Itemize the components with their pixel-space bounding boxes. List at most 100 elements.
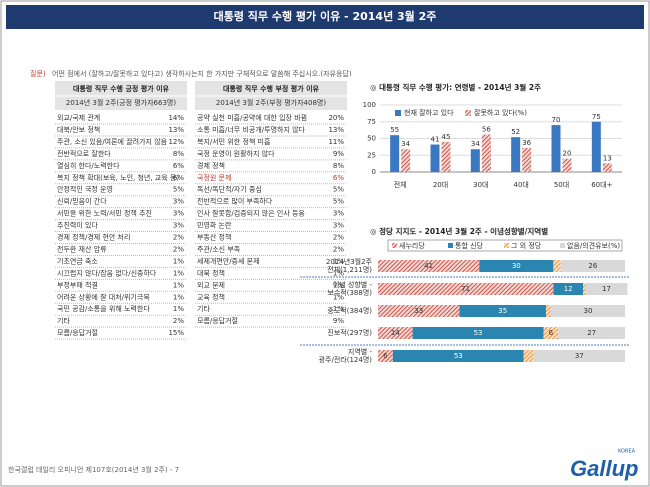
row-label: 국정원 문제: [197, 173, 231, 182]
logo: Gallup: [570, 456, 638, 481]
row-label: 주관, 소신 있음/여론에 끌려가지 않음: [57, 137, 168, 146]
row-label: 어려운 상황에 잘 대처/위기극복: [57, 292, 150, 301]
row-label: 시끄럽지 않다/잡음 없다/신중하다: [57, 268, 157, 277]
row-label: 세제개편안/증세 문제: [197, 256, 260, 265]
bar-segment: [585, 283, 628, 295]
category-label: 전체(1,211명): [327, 265, 372, 274]
row-value: 3%: [173, 210, 184, 218]
value-label: 53: [474, 329, 483, 337]
row-value: 3%: [333, 210, 344, 218]
value-label: 55: [390, 126, 399, 134]
bar-segment: [533, 350, 625, 362]
bar: [522, 147, 532, 172]
legend-swatch: [560, 243, 565, 248]
row-label: 모름/응답거절: [57, 328, 98, 337]
row-label: 복지/서민 위한 정책 미흡: [197, 137, 271, 146]
value-label: 56: [482, 125, 491, 133]
table-subtitle: 2014년 3월 2주(부정 평가자408명): [216, 98, 326, 107]
x-tick-label: 20대: [433, 181, 448, 189]
y-tick-label: 50: [367, 135, 376, 143]
row-value: 1%: [173, 305, 184, 313]
value-label: 70: [552, 116, 561, 124]
value-label: 34: [471, 140, 480, 148]
row-value: 5%: [173, 186, 184, 194]
bar-segment: [412, 327, 544, 339]
footer-text: 한국갤럽 데일리 오피니언 제107호(2014년 3월 2주) - 7: [8, 465, 179, 474]
row-value: 6%: [173, 174, 184, 182]
bar: [430, 144, 440, 172]
category-label: 진보적(297명): [327, 328, 372, 337]
bar: [562, 158, 572, 172]
row-value: 1%: [333, 269, 344, 277]
value-label: 14: [391, 329, 400, 337]
row-value: 1%: [173, 269, 184, 277]
row-value: 2%: [333, 245, 344, 253]
row-value: 9%: [333, 317, 344, 325]
row-label: 기타: [57, 316, 70, 325]
value-label: 20: [563, 150, 572, 158]
row-value: 1%: [333, 293, 344, 301]
row-label: 교육 정책: [197, 292, 225, 301]
row-value: 3%: [173, 198, 184, 206]
x-tick-label: 60대+: [591, 181, 612, 189]
row-label: 대북/안보 정책: [57, 125, 100, 134]
bar: [441, 141, 451, 172]
table-title: 대통령 직무 수행 긍정 평가 이유: [73, 84, 169, 93]
value-label: 33: [414, 307, 423, 315]
row-label: 국정 운영이 원활하지 않다: [197, 149, 275, 158]
value-label: 52: [511, 128, 520, 136]
row-value: 11%: [328, 138, 344, 146]
bar-segment: [378, 260, 480, 272]
row-value: 2%: [173, 245, 184, 253]
row-label: 국민 공감/소통을 위해 노력한다: [57, 304, 150, 313]
value-label: 34: [401, 140, 410, 148]
row-value: 1%: [333, 257, 344, 265]
category-label: 2014년3월2주: [326, 257, 373, 266]
bar-segment: [543, 327, 559, 339]
bar-segment: [392, 350, 524, 362]
value-label: 12: [564, 285, 573, 293]
table-subtitle: 2014년 3월 2주(긍정 평가자663명): [66, 98, 176, 107]
legend-label: 통합 신당: [455, 241, 484, 250]
row-value: 2%: [333, 234, 344, 242]
row-value: 2%: [173, 317, 184, 325]
bar-segment: [378, 305, 460, 317]
value-label: 35: [498, 307, 507, 315]
bar: [602, 163, 612, 172]
legend-label: 그 외 정당: [511, 241, 542, 250]
category-label: 광주/전라(124명): [319, 355, 373, 364]
row-label: 외교 문제: [197, 280, 225, 289]
legend-label: 없음/의견유보(%): [567, 241, 620, 250]
value-label: 17: [602, 285, 611, 293]
value-label: 75: [592, 113, 601, 121]
value-label: 71: [461, 285, 470, 293]
row-label: 기초연금 축소: [57, 256, 98, 265]
row-label: 전반적으로 많이 부족하다: [197, 197, 273, 206]
category-label: 보수적(388명): [327, 288, 372, 297]
row-label: 주관/소신 부족: [197, 244, 241, 253]
row-label: 부동산 정책: [197, 233, 231, 242]
value-label: 6: [549, 329, 554, 337]
row-label: 외교/국제 관계: [57, 113, 100, 122]
row-value: 8%: [173, 150, 184, 158]
bar-segment: [553, 260, 561, 272]
legend-swatch: [504, 243, 509, 248]
question-text: 어떤 점에서 (잘하고/잘못하고 있다고) 생각하시는지 한 가지만 구체적으로…: [52, 69, 352, 78]
row-label: 부정부패 척결: [57, 280, 98, 289]
row-label: 안정적인 국정 운영: [57, 185, 113, 194]
bar-segment: [550, 305, 625, 317]
row-label: 복지 정책 확대(보육, 노인, 청년, 교육 등): [57, 173, 179, 182]
bar: [470, 149, 480, 172]
row-label: 전반적으로 잘한다: [57, 149, 111, 158]
row-label: 소통 미흡/너무 비공개/투명하지 않다: [197, 125, 306, 134]
row-value: 8%: [333, 162, 344, 170]
bar-segment: [378, 350, 393, 362]
row-value: 3%: [173, 222, 184, 230]
value-label: 30: [512, 262, 521, 270]
value-label: 37: [575, 352, 584, 360]
row-label: 경제 정책: [197, 161, 225, 170]
x-tick-label: 40대: [513, 181, 528, 189]
row-value: 6%: [173, 162, 184, 170]
row-value: 9%: [333, 150, 344, 158]
